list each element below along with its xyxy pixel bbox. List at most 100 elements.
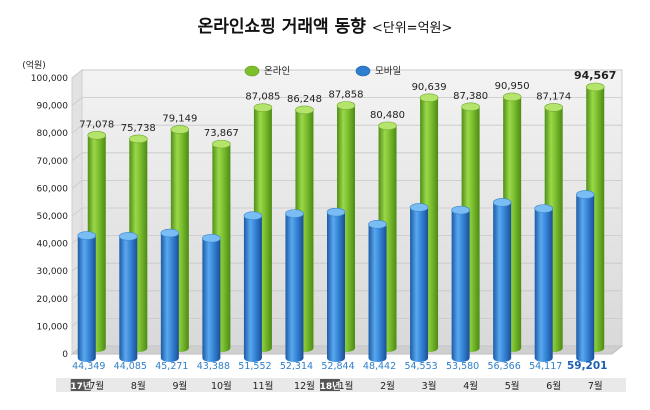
bar-body xyxy=(243,215,262,362)
bar-body xyxy=(493,202,512,362)
bar-top xyxy=(368,220,387,229)
bar-top xyxy=(129,134,148,144)
x-tick-label: 3월 xyxy=(422,380,437,392)
y-tick-label: 90,000 xyxy=(37,102,69,112)
y-tick-label: 0 xyxy=(62,350,68,360)
online-value-label: 87,380 xyxy=(453,91,488,102)
bar-body xyxy=(285,213,304,362)
online-value-label: 80,480 xyxy=(370,110,405,121)
gridline-side xyxy=(71,207,83,217)
online-value-label: 75,738 xyxy=(121,123,156,134)
bar-mobile xyxy=(534,204,553,362)
mobile-value-label: 59,201 xyxy=(567,360,608,372)
bar-top xyxy=(461,102,480,112)
bar-body xyxy=(119,236,138,362)
mobile-value-label: 43,388 xyxy=(197,361,230,372)
mobile-value-label: 54,553 xyxy=(404,361,437,372)
online-value-label: 79,149 xyxy=(162,114,197,125)
x-tick-label: 2월 xyxy=(380,380,395,392)
bar-mobile xyxy=(409,203,429,362)
mobile-value-label: 44,349 xyxy=(72,361,105,372)
mobile-value-label: 45,271 xyxy=(155,361,188,372)
bar-body xyxy=(327,212,345,362)
bar-mobile xyxy=(451,205,470,362)
y-axis-label: (억원) xyxy=(22,59,46,71)
x-tick-label: 8월 xyxy=(131,380,146,392)
bar-mobile xyxy=(285,209,304,362)
bar-top xyxy=(243,211,263,221)
bar-body xyxy=(534,208,553,362)
online-value-label: 87,174 xyxy=(536,91,571,102)
legend-online: 온라인 xyxy=(244,65,290,77)
bar-top xyxy=(544,103,563,112)
x-axis-band xyxy=(56,378,626,392)
x-tick-label: 10월 xyxy=(211,380,232,392)
y-tick-label: 40,000 xyxy=(37,240,69,250)
year-badge-label: 18년 xyxy=(320,380,341,392)
bar-top xyxy=(253,103,273,112)
gridline-side xyxy=(71,124,83,134)
y-tick-label: 10,000 xyxy=(37,322,69,332)
legend-mobile: 모바일 xyxy=(355,65,401,77)
x-tick-label: 9월 xyxy=(172,380,187,392)
mobile-value-label: 54,117 xyxy=(529,361,562,372)
mobile-value-label: 52,844 xyxy=(321,361,354,372)
x-tick-label: 1월 xyxy=(339,380,354,392)
gridline-side xyxy=(71,180,83,189)
bar-mobile xyxy=(368,220,387,362)
bar-top xyxy=(585,82,605,92)
y-tick-label: 70,000 xyxy=(37,157,69,167)
x-tick-label: 12월 xyxy=(294,380,315,392)
online-value-label: 86,248 xyxy=(287,94,322,105)
bar-top xyxy=(87,130,107,140)
mobile-value-label: 53,580 xyxy=(446,361,479,372)
gridline-side xyxy=(71,152,83,162)
x-tick-label: 7월 xyxy=(588,380,603,392)
online-value-label: 73,867 xyxy=(204,128,239,139)
bar-body xyxy=(451,210,470,362)
bar-top xyxy=(409,203,429,212)
bar-top xyxy=(77,231,97,240)
mobile-value-label: 48,442 xyxy=(363,361,396,372)
bar-mobile xyxy=(243,211,263,362)
bar-body xyxy=(576,194,595,362)
mobile-value-label: 44,085 xyxy=(114,361,147,372)
y-tick-label: 50,000 xyxy=(37,212,69,222)
x-tick-label: 4월 xyxy=(463,380,478,392)
bar-body xyxy=(77,235,96,362)
online-value-label: 87,858 xyxy=(329,90,364,101)
bar-top xyxy=(451,205,470,215)
bar-mobile xyxy=(575,190,595,362)
bar-top xyxy=(212,139,231,149)
online-value-label: 77,078 xyxy=(79,119,114,130)
title-text: 온라인쇼핑 거래액 동향 xyxy=(197,17,366,37)
bar-top xyxy=(202,233,221,243)
bar-mobile xyxy=(202,233,221,362)
online-value-label: 94,567 xyxy=(574,69,616,82)
bar-top xyxy=(285,209,304,218)
online-value-label: 90,950 xyxy=(495,81,530,92)
x-tick-label: 7월 xyxy=(89,380,104,392)
legend-label: 모바일 xyxy=(375,66,401,77)
bar-top xyxy=(419,93,439,103)
bar-top xyxy=(492,198,512,207)
bar-top xyxy=(326,207,346,217)
x-tick-label: 6월 xyxy=(546,380,561,392)
x-tick-label: 5월 xyxy=(505,380,520,392)
bar-top xyxy=(378,121,397,131)
bar-body xyxy=(202,238,221,362)
bar-top xyxy=(119,232,138,241)
bar-top xyxy=(295,105,314,115)
mobile-value-label: 51,552 xyxy=(238,361,271,372)
legend-swatch xyxy=(244,65,260,77)
year-badge xyxy=(70,379,91,391)
bar-top xyxy=(575,190,595,199)
unit-note: <단위=억원> xyxy=(371,21,453,36)
y-tick-label: 60,000 xyxy=(37,184,69,194)
bar-body xyxy=(160,233,179,362)
y-tick-label: 20,000 xyxy=(37,295,69,305)
mobile-value-label: 56,366 xyxy=(488,361,521,372)
bar-top xyxy=(534,204,553,213)
online-value-label: 87,085 xyxy=(245,92,280,103)
bar-top xyxy=(170,125,190,134)
